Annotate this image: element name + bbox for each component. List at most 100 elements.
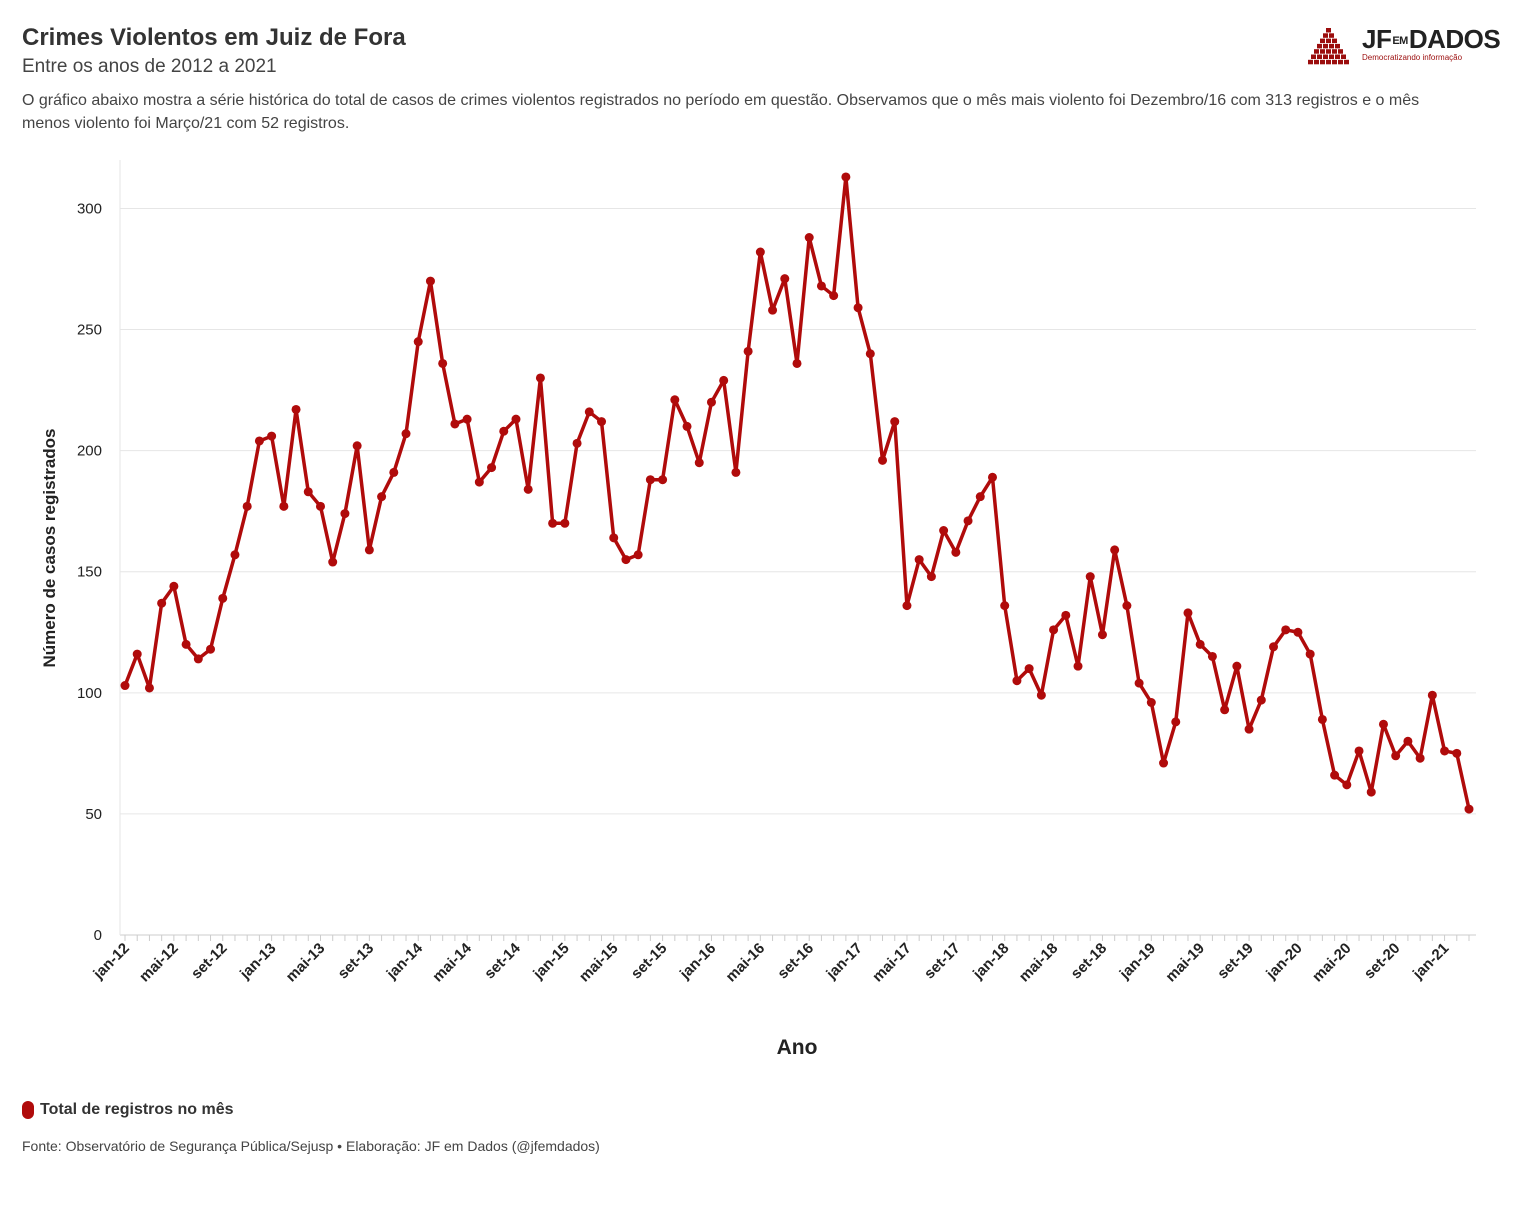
data-point[interactable]	[1012, 676, 1022, 686]
data-point[interactable]	[1342, 780, 1352, 790]
data-point[interactable]	[1171, 717, 1181, 727]
data-point[interactable]	[267, 431, 277, 441]
data-point[interactable]	[890, 417, 900, 427]
data-point[interactable]	[1427, 690, 1437, 700]
data-point[interactable]	[218, 593, 228, 603]
data-point[interactable]	[1220, 705, 1230, 715]
data-point[interactable]	[1061, 610, 1071, 620]
data-point[interactable]	[413, 337, 423, 347]
data-point[interactable]	[584, 407, 594, 417]
data-point[interactable]	[755, 247, 765, 257]
data-point[interactable]	[658, 475, 668, 485]
data-point[interactable]	[1207, 651, 1217, 661]
data-point[interactable]	[523, 484, 533, 494]
data-point[interactable]	[1256, 695, 1266, 705]
data-point[interactable]	[1391, 751, 1401, 761]
data-point[interactable]	[438, 358, 448, 368]
data-point[interactable]	[1354, 746, 1364, 756]
data-point[interactable]	[279, 501, 289, 511]
data-point[interactable]	[792, 358, 802, 368]
data-point[interactable]	[951, 547, 961, 557]
data-point[interactable]	[1024, 664, 1034, 674]
data-point[interactable]	[1317, 714, 1327, 724]
data-point[interactable]	[621, 555, 631, 565]
data-point[interactable]	[254, 436, 264, 446]
data-point[interactable]	[450, 419, 460, 429]
data-point[interactable]	[914, 555, 924, 565]
data-point[interactable]	[1134, 678, 1144, 688]
data-point[interactable]	[1330, 770, 1340, 780]
data-point[interactable]	[487, 463, 497, 473]
data-point[interactable]	[1403, 736, 1413, 746]
data-point[interactable]	[1073, 661, 1083, 671]
data-point[interactable]	[633, 550, 643, 560]
data-point[interactable]	[462, 414, 472, 424]
data-point[interactable]	[157, 598, 167, 608]
data-point[interactable]	[1366, 787, 1376, 797]
data-point[interactable]	[902, 601, 912, 611]
data-point[interactable]	[816, 281, 826, 291]
data-point[interactable]	[535, 373, 545, 383]
data-point[interactable]	[1464, 804, 1474, 814]
data-point[interactable]	[401, 429, 411, 439]
data-point[interactable]	[1281, 625, 1291, 635]
data-point[interactable]	[987, 472, 997, 482]
data-point[interactable]	[1305, 649, 1315, 659]
data-point[interactable]	[364, 545, 374, 555]
data-point[interactable]	[1085, 572, 1095, 582]
data-point[interactable]	[169, 581, 179, 591]
data-point[interactable]	[1097, 630, 1107, 640]
data-point[interactable]	[572, 438, 582, 448]
data-point[interactable]	[865, 349, 875, 359]
data-point[interactable]	[1378, 719, 1388, 729]
data-point[interactable]	[1440, 746, 1450, 756]
data-point[interactable]	[1269, 642, 1279, 652]
data-point[interactable]	[377, 492, 387, 502]
data-point[interactable]	[193, 654, 203, 664]
data-point[interactable]	[939, 526, 949, 536]
data-point[interactable]	[132, 649, 142, 659]
data-point[interactable]	[1110, 545, 1120, 555]
data-point[interactable]	[181, 639, 191, 649]
data-point[interactable]	[731, 467, 741, 477]
data-point[interactable]	[841, 172, 851, 182]
data-point[interactable]	[144, 683, 154, 693]
data-point[interactable]	[1415, 753, 1425, 763]
data-point[interactable]	[743, 346, 753, 356]
data-point[interactable]	[291, 404, 301, 414]
data-point[interactable]	[597, 417, 607, 427]
data-point[interactable]	[315, 501, 325, 511]
data-point[interactable]	[328, 557, 338, 567]
data-point[interactable]	[120, 681, 130, 691]
data-point[interactable]	[499, 426, 509, 436]
data-point[interactable]	[926, 572, 936, 582]
data-point[interactable]	[853, 303, 863, 313]
data-point[interactable]	[303, 487, 313, 497]
data-point[interactable]	[878, 455, 888, 465]
data-point[interactable]	[682, 421, 692, 431]
data-point[interactable]	[975, 492, 985, 502]
data-point[interactable]	[719, 375, 729, 385]
data-point[interactable]	[1049, 625, 1059, 635]
data-point[interactable]	[1122, 601, 1132, 611]
data-point[interactable]	[1293, 627, 1303, 637]
data-point[interactable]	[511, 414, 521, 424]
data-point[interactable]	[206, 644, 216, 654]
data-point[interactable]	[1232, 661, 1242, 671]
data-point[interactable]	[609, 533, 619, 543]
data-point[interactable]	[645, 475, 655, 485]
data-point[interactable]	[706, 397, 716, 407]
data-point[interactable]	[1195, 639, 1205, 649]
data-point[interactable]	[694, 458, 704, 468]
data-point[interactable]	[1452, 748, 1462, 758]
data-point[interactable]	[1183, 608, 1193, 618]
data-point[interactable]	[389, 467, 399, 477]
data-point[interactable]	[352, 441, 362, 451]
data-point[interactable]	[1000, 601, 1010, 611]
data-point[interactable]	[425, 276, 435, 286]
data-point[interactable]	[1146, 698, 1156, 707]
data-point[interactable]	[548, 518, 558, 528]
data-point[interactable]	[230, 550, 240, 560]
data-point[interactable]	[242, 501, 252, 511]
data-point[interactable]	[1159, 758, 1169, 768]
